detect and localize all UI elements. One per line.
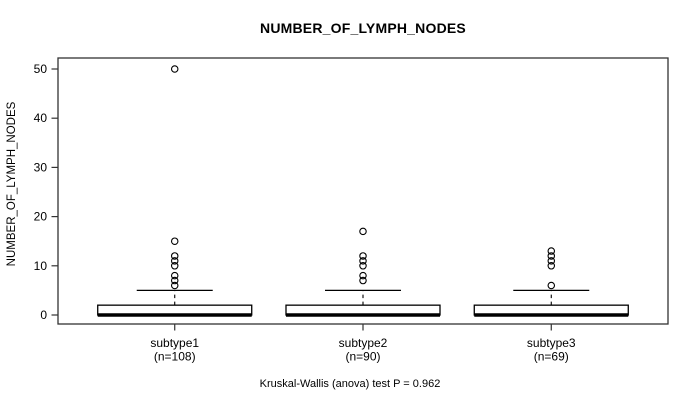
outlier-point bbox=[359, 271, 367, 280]
y-tick-label: 10 bbox=[34, 259, 48, 273]
outlier-point bbox=[547, 247, 556, 255]
outlier-point bbox=[170, 276, 179, 285]
group-n-label: (n=108) bbox=[154, 350, 196, 364]
outlier-point bbox=[359, 276, 367, 285]
y-tick-label: 40 bbox=[34, 111, 48, 125]
y-tick-label: 20 bbox=[34, 210, 48, 224]
stat-test-caption: Kruskal-Wallis (anova) test P = 0.962 bbox=[259, 378, 441, 390]
outlier-point bbox=[170, 271, 179, 280]
outlier-point bbox=[170, 281, 179, 290]
outlier-point bbox=[547, 257, 556, 265]
outlier-point bbox=[170, 237, 179, 245]
outlier-point bbox=[547, 281, 556, 290]
outlier-point bbox=[359, 262, 367, 270]
outlier-point bbox=[547, 262, 556, 270]
group-n-label: (n=69) bbox=[534, 350, 569, 364]
y-tick-label: 0 bbox=[40, 308, 47, 322]
group-n-label: (n=90) bbox=[345, 350, 380, 364]
chart-title: NUMBER_OF_LYMPH_NODES bbox=[260, 20, 466, 36]
outlier-point bbox=[170, 65, 179, 73]
group-label: subtype1 bbox=[150, 336, 199, 350]
y-axis-label: NUMBER_OF_LYMPH_NODES bbox=[6, 101, 18, 266]
outlier-point bbox=[170, 257, 179, 265]
group-label: subtype3 bbox=[527, 336, 576, 350]
y-tick-label: 50 bbox=[34, 62, 48, 76]
group-label: subtype2 bbox=[339, 336, 388, 350]
outlier-point bbox=[170, 252, 179, 260]
outlier-point bbox=[359, 257, 367, 265]
outlier-point bbox=[170, 262, 179, 270]
outlier-point bbox=[359, 252, 367, 260]
y-tick-label: 30 bbox=[34, 160, 48, 174]
outlier-point bbox=[547, 252, 556, 260]
outlier-point bbox=[359, 227, 367, 236]
